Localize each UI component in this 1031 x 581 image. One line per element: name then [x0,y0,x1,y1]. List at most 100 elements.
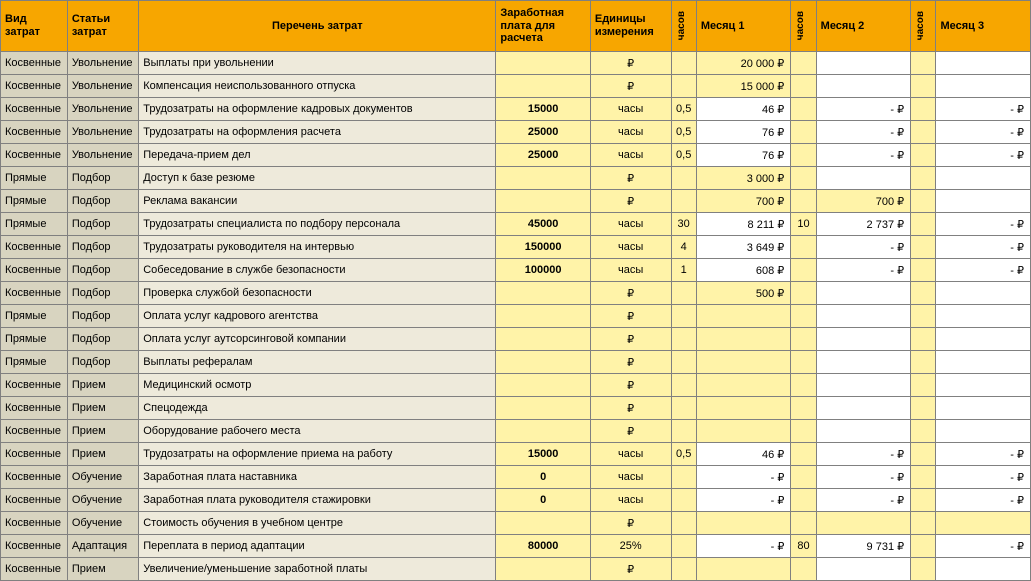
cell-h3 [911,512,936,535]
cell-m2: - ₽ [816,489,910,512]
cell-m1: - ₽ [696,466,790,489]
cell-m3: - ₽ [936,213,1031,236]
cell-sal [496,282,590,305]
cell-m3 [936,305,1031,328]
cell-h2 [791,75,816,98]
cell-sal: 80000 [496,535,590,558]
cell-sal: 0 [496,489,590,512]
cell-h3 [911,98,936,121]
cell-art: Подбор [67,167,138,190]
hdr-hours-2: часов [791,1,816,52]
cell-type: Косвенные [1,144,68,167]
cell-m3 [936,75,1031,98]
cell-sal: 25000 [496,144,590,167]
cell-desc: Трудозатраты руководителя на интервью [139,236,496,259]
cell-type: Косвенные [1,535,68,558]
cell-type: Косвенные [1,374,68,397]
cell-desc: Выплаты при увольнении [139,52,496,75]
table-row: КосвенныеУвольнениеВыплаты при увольнени… [1,52,1031,75]
cell-unit: ₽ [590,328,671,351]
cell-art: Прием [67,420,138,443]
cell-desc: Переплата в период адаптации [139,535,496,558]
cell-m1: 46 ₽ [696,443,790,466]
cell-art: Обучение [67,512,138,535]
table-row: ПрямыеПодборРеклама вакансии₽700 ₽700 ₽ [1,190,1031,213]
cell-h3 [911,282,936,305]
cell-art: Увольнение [67,98,138,121]
cell-unit: 25% [590,535,671,558]
cell-sal: 15000 [496,443,590,466]
cell-m1 [696,558,790,581]
cell-h3 [911,489,936,512]
cell-m3: - ₽ [936,466,1031,489]
cell-m2 [816,282,910,305]
table-row: КосвенныеПриемУвеличение/уменьшение зара… [1,558,1031,581]
cell-h3 [911,558,936,581]
cell-art: Подбор [67,213,138,236]
cell-m2 [816,52,910,75]
table-row: КосвенныеОбучениеЗаработная плата настав… [1,466,1031,489]
cell-m2: 2 737 ₽ [816,213,910,236]
hdr-hours-1: часов [671,1,696,52]
cell-sal [496,190,590,213]
cell-h3 [911,466,936,489]
cell-m2: - ₽ [816,98,910,121]
cell-h1: 0,5 [671,121,696,144]
cell-h2 [791,443,816,466]
cell-m2: - ₽ [816,236,910,259]
cell-h2: 80 [791,535,816,558]
cell-h2 [791,466,816,489]
cell-h3 [911,328,936,351]
cell-art: Увольнение [67,52,138,75]
table-row: ПрямыеПодборДоступ к базе резюме₽3 000 ₽ [1,167,1031,190]
cell-h3 [911,374,936,397]
cell-m2: - ₽ [816,466,910,489]
header-row: Вид затрат Статьи затрат Перечень затрат… [1,1,1031,52]
cell-desc: Увеличение/уменьшение заработной платы [139,558,496,581]
cell-h2 [791,420,816,443]
cell-unit: ₽ [590,351,671,374]
cell-m3: - ₽ [936,121,1031,144]
cell-h1 [671,167,696,190]
cell-h1 [671,328,696,351]
cell-desc: Проверка службой безопасности [139,282,496,305]
cell-h2 [791,98,816,121]
cell-desc: Собеседование в службе безопасности [139,259,496,282]
hdr-month-3: Месяц 3 [936,1,1031,52]
cell-type: Косвенные [1,259,68,282]
cell-h2 [791,351,816,374]
cell-desc: Оплата услуг кадрового агентства [139,305,496,328]
cell-m3 [936,558,1031,581]
cell-type: Косвенные [1,466,68,489]
cell-type: Косвенные [1,512,68,535]
cell-unit: ₽ [590,305,671,328]
table-row: ПрямыеПодборВыплаты рефералам₽ [1,351,1031,374]
table-row: ПрямыеПодборОплата услуг кадрового агент… [1,305,1031,328]
cell-desc: Трудозатраты на оформления расчета [139,121,496,144]
hdr-type: Вид затрат [1,1,68,52]
cell-art: Подбор [67,305,138,328]
cell-m3: - ₽ [936,443,1031,466]
cell-desc: Медицинский осмотр [139,374,496,397]
table-row: КосвенныеУвольнениеТрудозатраты на оформ… [1,98,1031,121]
cell-sal [496,167,590,190]
cell-m1: 3 000 ₽ [696,167,790,190]
table-row: КосвенныеПодборСобеседование в службе бе… [1,259,1031,282]
cell-m1: - ₽ [696,489,790,512]
cell-sal [496,75,590,98]
cell-art: Подбор [67,351,138,374]
cell-h2 [791,282,816,305]
cell-m3 [936,374,1031,397]
cell-unit: часы [590,121,671,144]
cell-h3 [911,121,936,144]
cell-m3 [936,167,1031,190]
cell-unit: часы [590,236,671,259]
cell-m1 [696,374,790,397]
cell-desc: Выплаты рефералам [139,351,496,374]
cell-art: Прием [67,374,138,397]
cell-unit: ₽ [590,52,671,75]
cell-desc: Стоимость обучения в учебном центре [139,512,496,535]
cell-unit: часы [590,144,671,167]
cell-h2 [791,512,816,535]
cell-m2 [816,558,910,581]
